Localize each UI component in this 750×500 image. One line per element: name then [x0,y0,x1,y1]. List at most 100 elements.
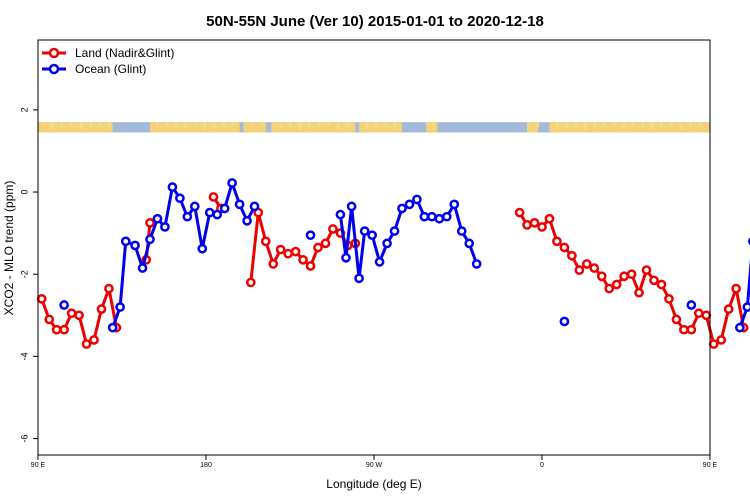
land-data-point [656,279,667,290]
ocean-data-point [204,207,215,218]
ocean-data-point [305,230,316,241]
series-layer [36,178,750,349]
land-streak [155,122,159,128]
ocean-data-point [735,322,745,333]
land-data-point [701,310,712,321]
ocean-data-point [234,199,245,210]
ocean-series-line [338,197,479,280]
land-streak [689,122,692,129]
y-tick-label: -4 [19,352,29,360]
ocean-data-point [242,215,252,226]
land-patch [359,122,402,133]
land-data-point [574,265,585,275]
y-axis-label: XCO2 - MLO trend (ppm) [2,181,16,316]
ocean-data-point [160,222,170,232]
land-patch [549,122,710,133]
land-streak [89,122,92,128]
land-streak [603,122,606,127]
land-streak [622,122,625,129]
land-streak [651,122,654,130]
y-tick-label: -2 [19,270,29,278]
ocean-series-line [111,181,256,329]
ocean-data-point [359,226,370,236]
land-data-point [96,304,107,314]
land-streak [584,122,587,130]
ocean-data-point [456,226,467,236]
x-tick-label: 180 [200,462,212,469]
land-data-point [671,314,682,325]
land-streak [41,122,44,126]
land-data-point [522,220,532,230]
y-axis: 2 0 -2 -4 -6 [19,107,38,443]
ocean-data-point [389,226,400,236]
land-streak [365,122,368,130]
ocean-data-point [167,182,178,192]
land-data-point [268,259,279,269]
land-streak [279,122,282,128]
land-streak [565,122,568,128]
ocean-data-point [471,259,482,269]
land-data-point [723,304,734,314]
land-data-point [320,238,331,249]
ocean-data-point [419,211,430,222]
land-data-point [731,283,741,294]
land-data-point [208,192,219,202]
land-data-point [589,263,600,273]
ocean-data-point [464,238,475,249]
land-streak [260,122,263,126]
land-data-point [537,222,547,232]
ocean-data-point [59,300,69,310]
land-streak [536,122,539,128]
land-streak [232,122,235,126]
ocean-data-point [335,209,346,220]
y-tick-label: 2 [19,107,29,112]
land-streak [679,122,682,130]
land-streak [555,122,559,130]
ocean-data-point [249,201,260,212]
land-streak [298,122,301,130]
land-streak [289,122,292,127]
x-axis: 90 E 180 90 W 0 90 E [31,455,718,469]
legend-ocean-marker [48,63,60,75]
ocean-data-point [182,211,193,222]
ocean-data-point [120,236,131,247]
land-data-point [313,242,323,253]
ocean-data-point [742,302,750,312]
ocean-series [59,178,750,333]
ocean-data-point [412,194,422,205]
ocean-series-line [738,258,750,329]
ocean-data-point [441,211,452,222]
x-tick-label: 90 E [703,462,718,469]
land-streak [660,122,663,128]
ocean-data-point [175,193,185,204]
land-data-point [619,271,629,282]
land-streak [222,122,225,127]
land-streak [670,122,673,127]
land-data-point [328,224,338,234]
land-data-point [104,283,114,294]
land-data-point [544,213,555,224]
land-patch [527,122,539,133]
land-streak [308,122,311,129]
land-data-point [51,324,62,335]
land-data-point [664,294,674,304]
land-ocean-band [38,122,710,133]
ocean-data-point [197,243,208,254]
ocean-data-point [152,213,163,224]
land-data-point [716,335,727,345]
land-streak [51,122,54,129]
land-streak [384,122,387,127]
band-land [38,122,710,133]
land-data-point [626,269,637,280]
land-streak [184,122,187,128]
land-data-point [634,287,644,298]
land-streak [631,122,635,128]
land-data-point [693,308,704,319]
land-streak [612,122,616,126]
land-data-point [708,339,719,349]
x-tick-label: 0 [540,462,544,469]
land-data-point [559,242,570,253]
ocean-data-point [115,302,125,312]
x-tick-label: 90 E [31,462,46,469]
land-streak [213,122,216,129]
